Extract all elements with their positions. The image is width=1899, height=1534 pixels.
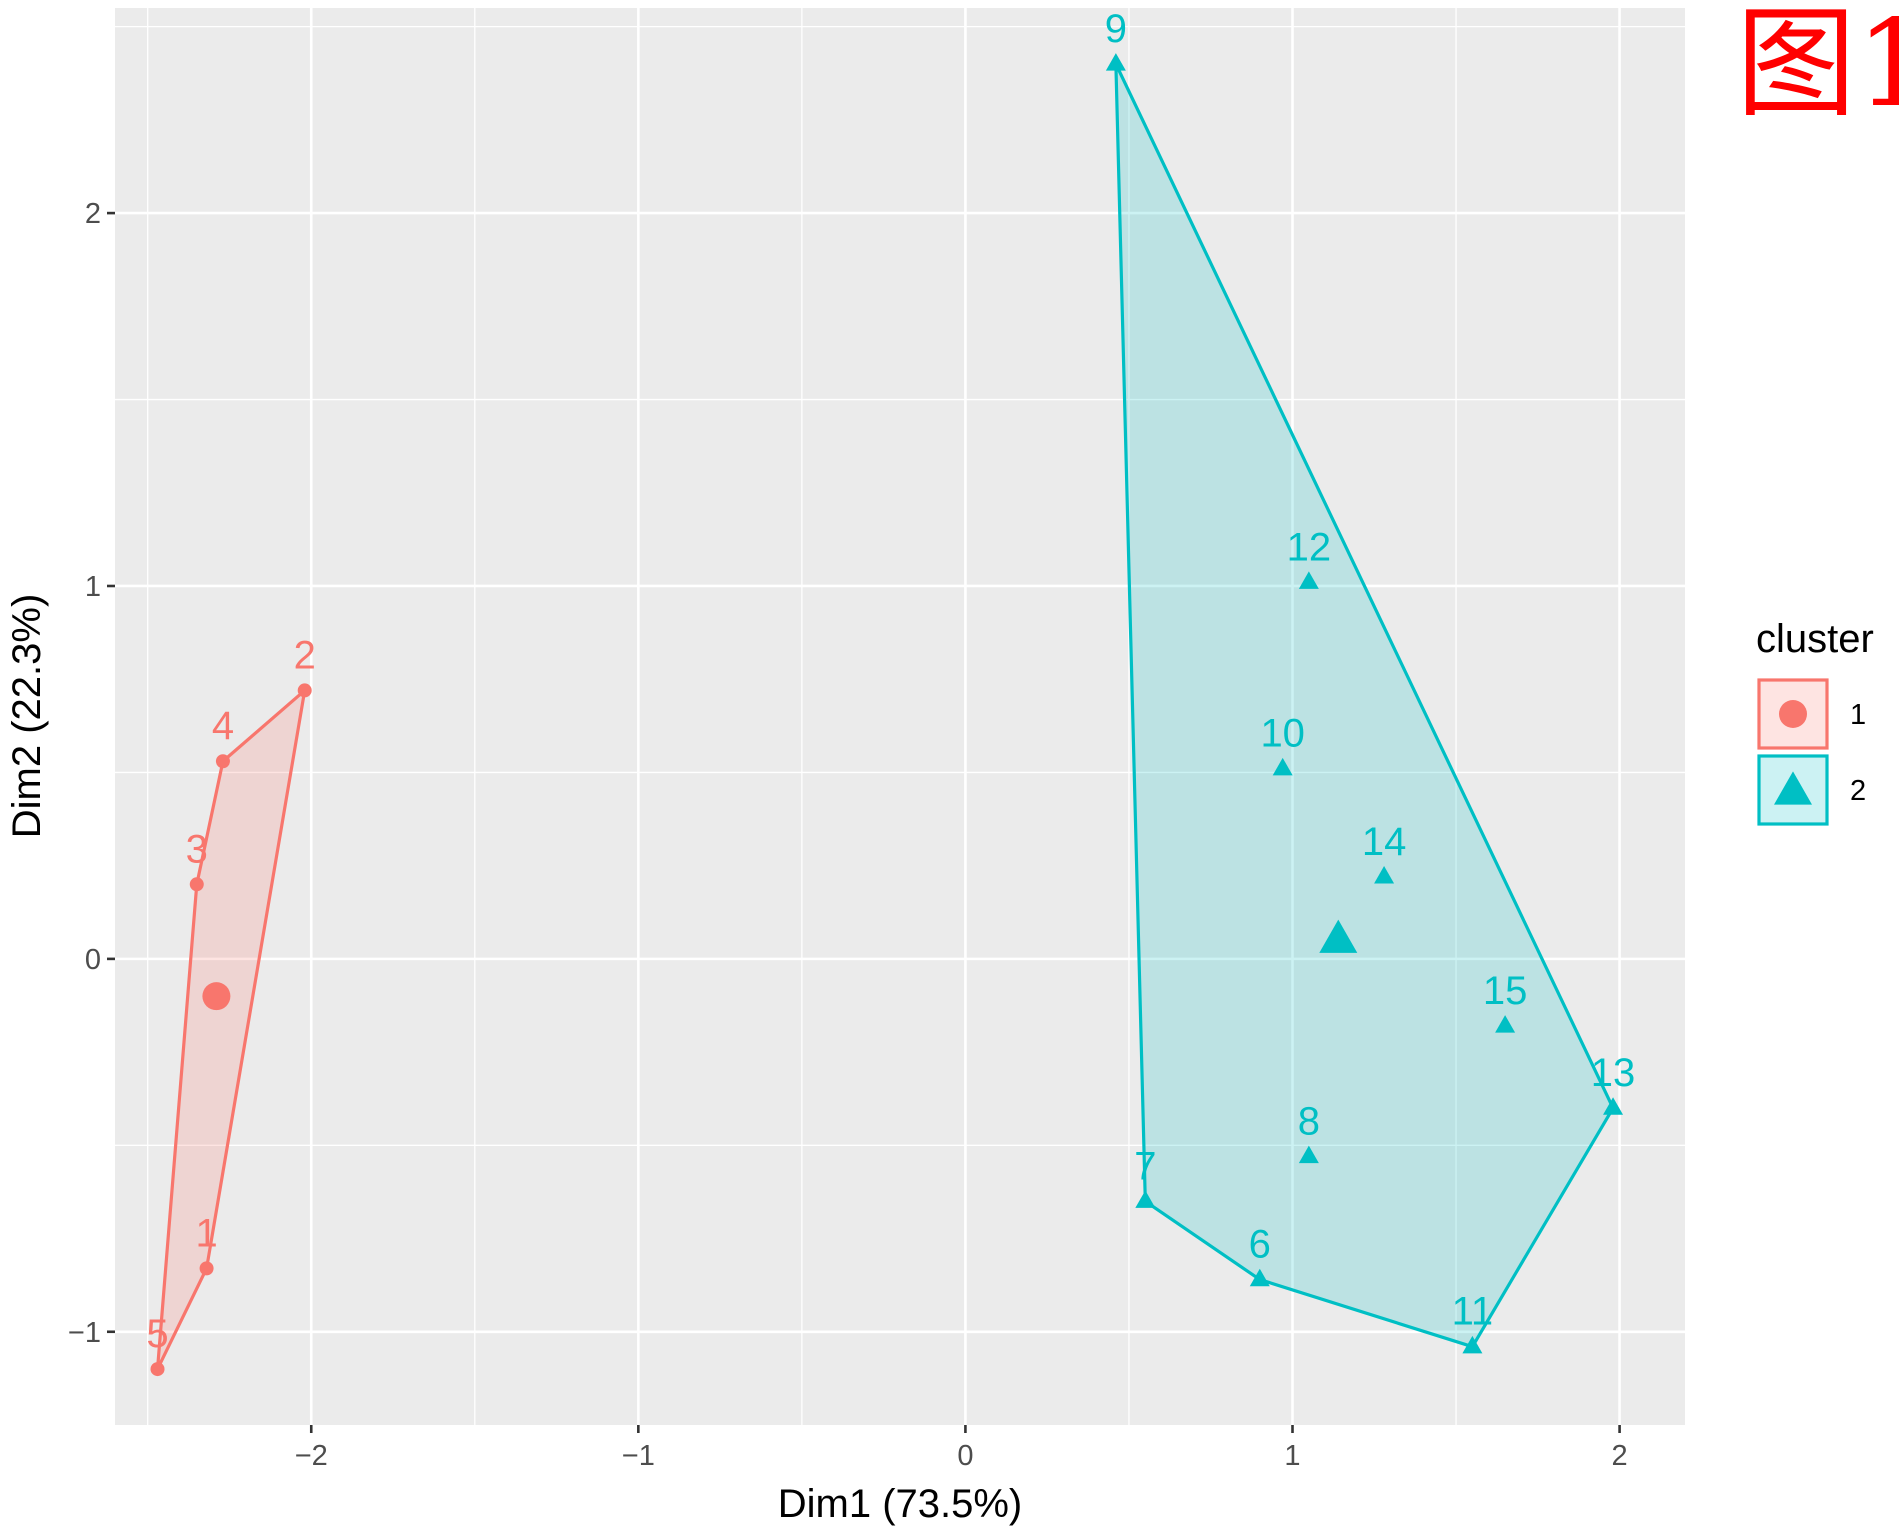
- point-12: [1298, 571, 1319, 589]
- point-label-10: 10: [1260, 712, 1305, 756]
- legend: cluster 1 2: [1756, 617, 1874, 826]
- point-3: [189, 877, 204, 892]
- x-tick-label: 0: [957, 1440, 973, 1472]
- point-10: [1272, 757, 1293, 776]
- point-label-11: 11: [1452, 1290, 1494, 1334]
- point-label-13: 13: [1591, 1051, 1636, 1095]
- point-label-6: 6: [1249, 1223, 1271, 1267]
- cluster-1-hull: [155, 688, 307, 1371]
- point-15: [1495, 1015, 1516, 1033]
- y-axis: −1 0 1 2: [68, 198, 115, 1349]
- point-11: [1462, 1335, 1483, 1354]
- point-label-7: 7: [1134, 1144, 1156, 1188]
- x-tick-label: −1: [622, 1440, 655, 1472]
- figure-corner-label: 图1: [1736, 0, 1899, 134]
- point-label-3: 3: [186, 827, 208, 871]
- point-label-9: 9: [1105, 7, 1127, 51]
- x-axis-title: Dim1 (73.5%): [778, 1482, 1023, 1526]
- point-5: [150, 1362, 165, 1377]
- minor-gridlines: [115, 8, 1685, 1425]
- point-label-1: 1: [195, 1211, 217, 1255]
- data-points: [150, 53, 1624, 1377]
- y-tick-label: 2: [85, 198, 101, 230]
- y-tick-label: −1: [68, 1317, 101, 1349]
- point-7: [1135, 1190, 1156, 1208]
- legend-symbol-1: [1779, 700, 1807, 728]
- legend-label-1: 1: [1850, 699, 1866, 731]
- point-label-5: 5: [146, 1312, 168, 1356]
- legend-symbol-2: [1774, 771, 1812, 805]
- point-label-12: 12: [1287, 525, 1332, 569]
- point-14: [1374, 865, 1395, 884]
- point-6: [1249, 1268, 1270, 1287]
- y-tick-label: 0: [85, 944, 101, 976]
- cluster-2-hull: [1114, 62, 1615, 1349]
- panel-background: [115, 8, 1685, 1425]
- major-gridlines: [115, 8, 1685, 1425]
- legend-title: cluster: [1756, 617, 1874, 661]
- y-tick-label: 1: [85, 571, 101, 603]
- cluster-centers: [202, 919, 1358, 1011]
- point-2: [297, 683, 312, 698]
- point-label-4: 4: [212, 704, 234, 748]
- x-tick-label: −2: [295, 1440, 328, 1472]
- point-4: [215, 754, 230, 769]
- cluster-1-center: [202, 982, 231, 1011]
- legend-label-2: 2: [1850, 775, 1866, 807]
- cluster-hulls: [155, 62, 1615, 1371]
- y-axis-title: Dim2 (22.3%): [5, 594, 49, 839]
- point-9: [1105, 53, 1126, 71]
- point-label-15: 15: [1483, 969, 1528, 1013]
- point-label-8: 8: [1298, 1100, 1320, 1144]
- point-8: [1298, 1145, 1319, 1164]
- point-label-14: 14: [1362, 820, 1407, 864]
- point-1: [199, 1261, 214, 1276]
- x-axis: −2 −1 0 1 2: [295, 1425, 1628, 1472]
- cluster-2-center: [1319, 919, 1358, 953]
- x-tick-label: 1: [1284, 1440, 1300, 1472]
- point-13: [1603, 1097, 1624, 1115]
- point-label-2: 2: [294, 633, 316, 677]
- x-tick-label: 2: [1612, 1440, 1628, 1472]
